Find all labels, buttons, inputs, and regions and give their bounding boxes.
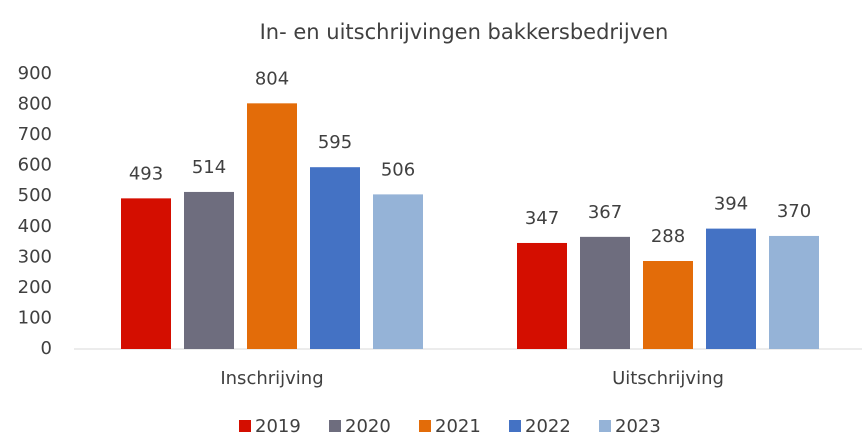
bar	[769, 235, 819, 349]
bar	[184, 191, 234, 349]
y-tick-label: 0	[41, 338, 52, 359]
x-tick-label: Inschrijving	[220, 368, 323, 389]
y-tick-label: 700	[18, 124, 52, 145]
legend-swatch	[419, 420, 431, 432]
data-label: 595	[318, 132, 352, 153]
legend-swatch	[509, 420, 521, 432]
data-label: 514	[192, 157, 226, 178]
legend-label: 2023	[615, 416, 661, 436]
y-tick-label: 400	[18, 216, 52, 237]
legend-swatch	[239, 420, 251, 432]
legend-label: 2021	[435, 416, 481, 436]
bar	[247, 103, 297, 349]
bar	[580, 236, 630, 349]
bar	[310, 167, 360, 349]
data-label: 370	[777, 201, 811, 222]
chart-title: In- en uitschrijvingen bakkersbedrijven	[260, 20, 669, 44]
y-tick-label: 900	[18, 63, 52, 84]
data-label: 288	[651, 226, 685, 247]
data-label: 804	[255, 68, 289, 89]
bar	[121, 198, 171, 349]
legend-label: 2022	[525, 416, 571, 436]
bar	[706, 228, 756, 349]
y-tick-label: 300	[18, 246, 52, 267]
x-tick-label: Uitschrijving	[612, 368, 724, 389]
legend-label: 2019	[255, 416, 301, 436]
y-tick-label: 600	[18, 155, 52, 176]
data-label: 367	[588, 202, 622, 223]
bar	[517, 242, 567, 349]
data-label: 347	[525, 208, 559, 229]
bar	[373, 194, 423, 349]
y-tick-label: 500	[18, 185, 52, 206]
data-label: 506	[381, 159, 415, 180]
bar	[643, 261, 693, 349]
legend-swatch	[329, 420, 341, 432]
legend-swatch	[599, 420, 611, 432]
data-label: 394	[714, 194, 748, 215]
y-tick-label: 200	[18, 277, 52, 298]
data-label: 493	[129, 163, 163, 184]
legend-label: 2020	[345, 416, 391, 436]
y-tick-label: 800	[18, 94, 52, 115]
y-tick-label: 100	[18, 307, 52, 328]
